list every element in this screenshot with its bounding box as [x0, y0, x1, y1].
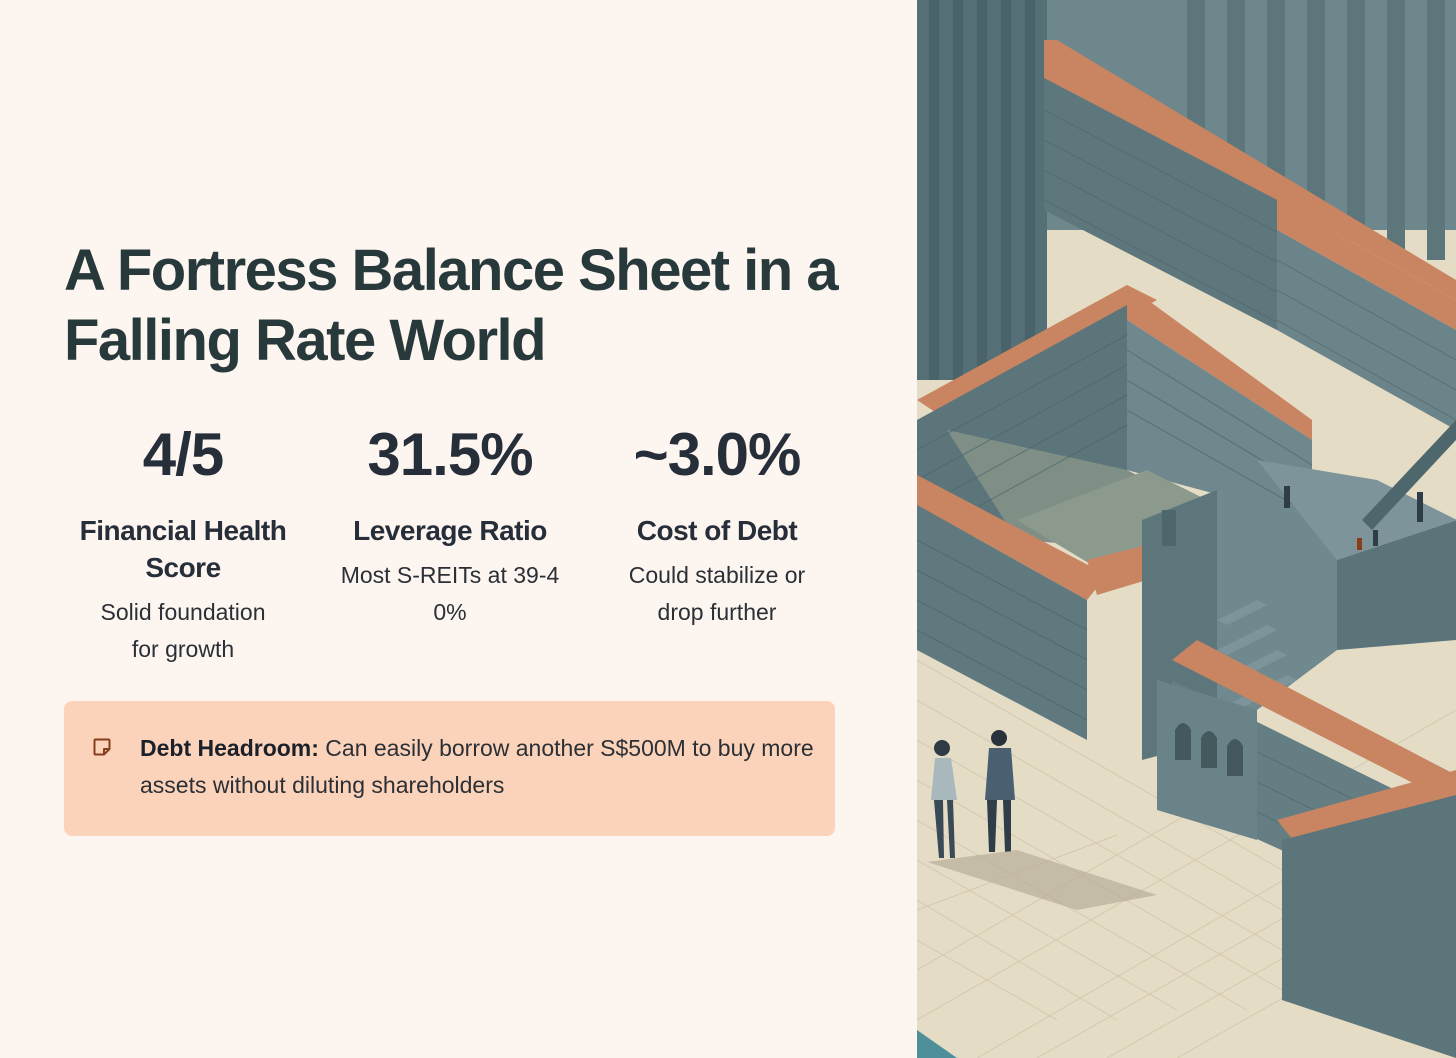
- stat-value: 4/5: [142, 421, 224, 488]
- sticky-note-icon: [93, 738, 111, 756]
- stat-label: Leverage Ratio: [353, 515, 547, 546]
- callout-text: Debt Headroom: Can easily borrow another…: [140, 730, 820, 804]
- page-title: A Fortress Balance Sheet in a Falling Ra…: [64, 238, 839, 373]
- stat-value: 31.5%: [367, 421, 533, 488]
- stat-cost-of-debt: ~3.0% Cost of Debt Could stabilize or dr…: [584, 420, 850, 631]
- stat-financial-health: 4/5 Financial Health Score Solid foundat…: [50, 420, 316, 668]
- content-panel: A Fortress Balance Sheet in a Falling Ra…: [50, 238, 850, 836]
- callout-heading: Debt Headroom:: [140, 735, 319, 761]
- stat-label: Financial Health Score: [79, 515, 287, 583]
- stat-value: ~3.0%: [633, 421, 802, 488]
- isometric-architecture-illustration: [917, 0, 1456, 1058]
- people-figures: [927, 486, 1423, 910]
- stat-description: Solid foundation for growth: [100, 599, 266, 662]
- debt-headroom-callout: Debt Headroom: Can easily borrow another…: [64, 701, 835, 836]
- stat-description: Could stabilize or drop further: [628, 562, 806, 625]
- stat-label: Cost of Debt: [636, 515, 798, 546]
- callout-body: Can easily borrow another S$500M to buy …: [140, 735, 814, 798]
- stat-leverage-ratio: 31.5% Leverage Ratio Most S-REITs at 39-…: [317, 420, 583, 631]
- stat-description: Most S-REITs at 39-40%: [340, 562, 560, 625]
- stats-row: 4/5 Financial Health Score Solid foundat…: [50, 420, 850, 680]
